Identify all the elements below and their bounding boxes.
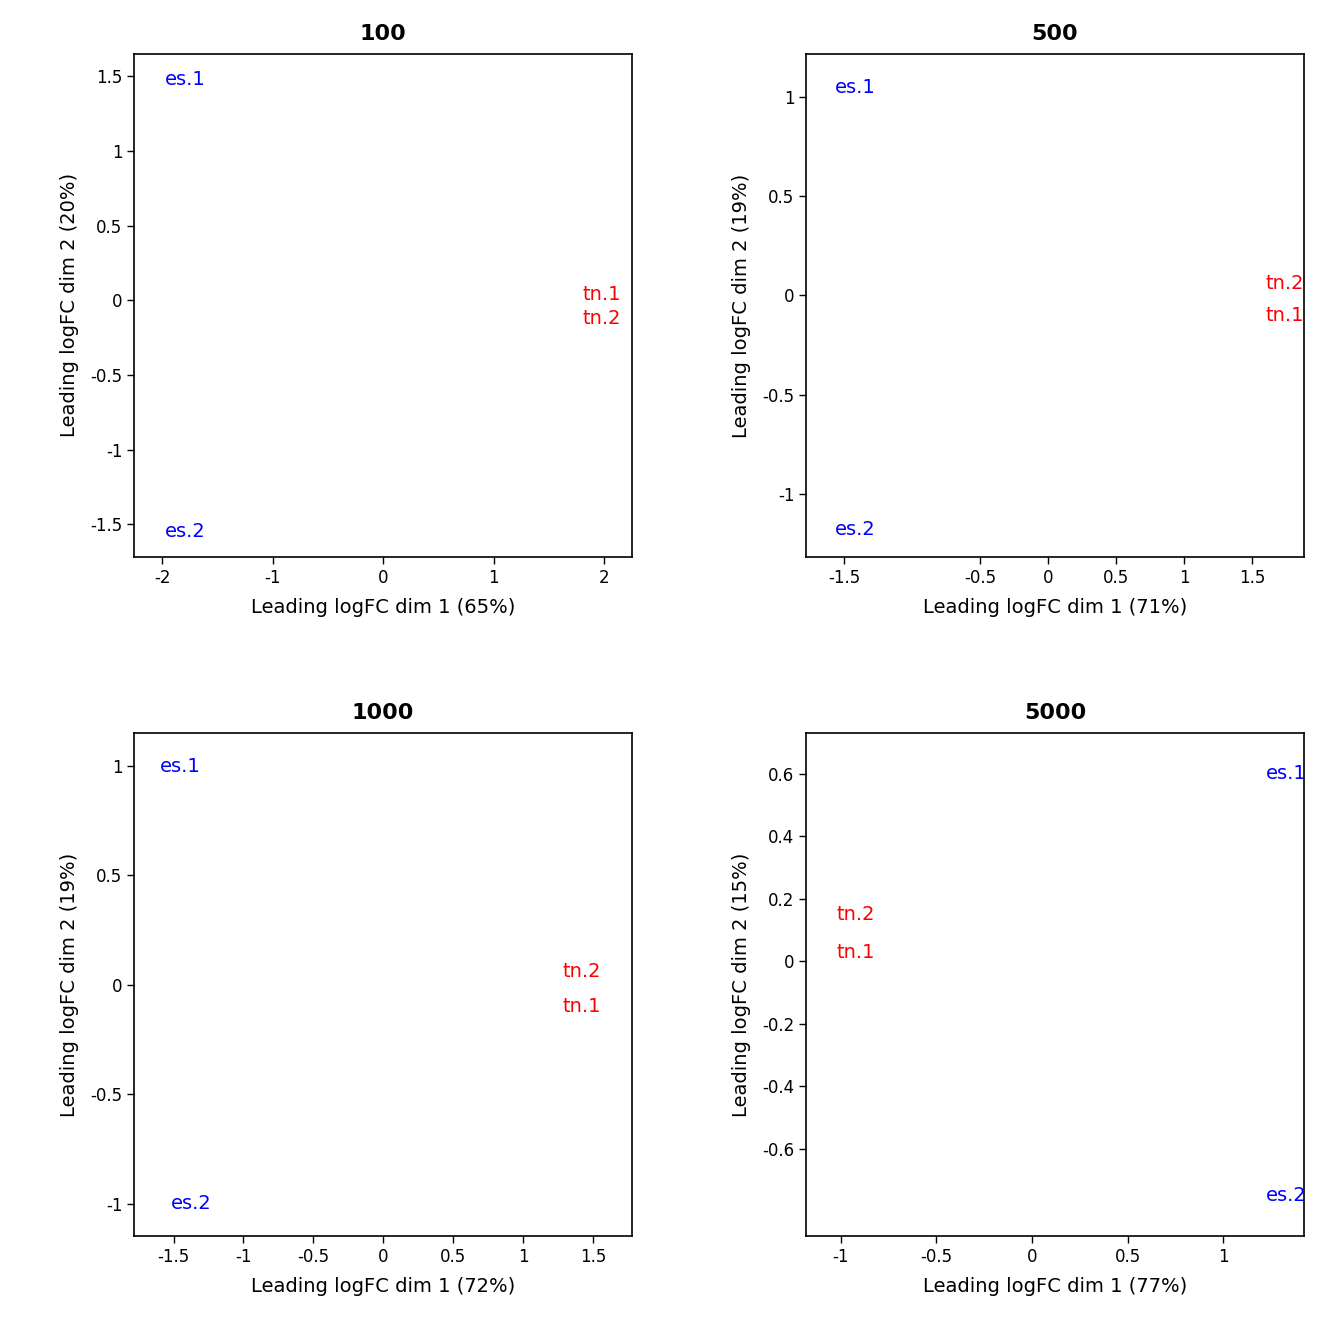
Text: tn.1: tn.1 <box>837 942 875 961</box>
Text: es.2: es.2 <box>1266 1187 1306 1206</box>
Title: 500: 500 <box>1032 24 1078 44</box>
Text: es.1: es.1 <box>835 78 875 97</box>
Text: es.1: es.1 <box>160 757 200 775</box>
X-axis label: Leading logFC dim 1 (77%): Leading logFC dim 1 (77%) <box>923 1277 1187 1297</box>
Text: tn.1: tn.1 <box>562 997 601 1016</box>
Text: es.1: es.1 <box>1266 765 1306 784</box>
Text: es.2: es.2 <box>835 520 875 539</box>
Text: tn.2: tn.2 <box>582 309 621 328</box>
Y-axis label: Leading logFC dim 2 (15%): Leading logFC dim 2 (15%) <box>732 852 751 1117</box>
Text: tn.1: tn.1 <box>1266 306 1304 325</box>
Text: tn.2: tn.2 <box>562 962 601 981</box>
Text: tn.2: tn.2 <box>1266 274 1304 293</box>
Text: tn.1: tn.1 <box>582 285 621 304</box>
Text: es.1: es.1 <box>165 70 206 89</box>
Text: es.2: es.2 <box>171 1195 211 1214</box>
Y-axis label: Leading logFC dim 2 (19%): Leading logFC dim 2 (19%) <box>732 173 751 438</box>
Text: es.2: es.2 <box>165 523 206 542</box>
Text: tn.2: tn.2 <box>837 905 875 925</box>
Y-axis label: Leading logFC dim 2 (19%): Leading logFC dim 2 (19%) <box>60 852 79 1117</box>
X-axis label: Leading logFC dim 1 (72%): Leading logFC dim 1 (72%) <box>251 1277 515 1297</box>
Title: 100: 100 <box>360 24 406 44</box>
X-axis label: Leading logFC dim 1 (71%): Leading logFC dim 1 (71%) <box>923 598 1187 617</box>
Title: 5000: 5000 <box>1024 703 1086 723</box>
Y-axis label: Leading logFC dim 2 (20%): Leading logFC dim 2 (20%) <box>60 173 79 437</box>
Title: 1000: 1000 <box>352 703 414 723</box>
X-axis label: Leading logFC dim 1 (65%): Leading logFC dim 1 (65%) <box>251 598 515 617</box>
